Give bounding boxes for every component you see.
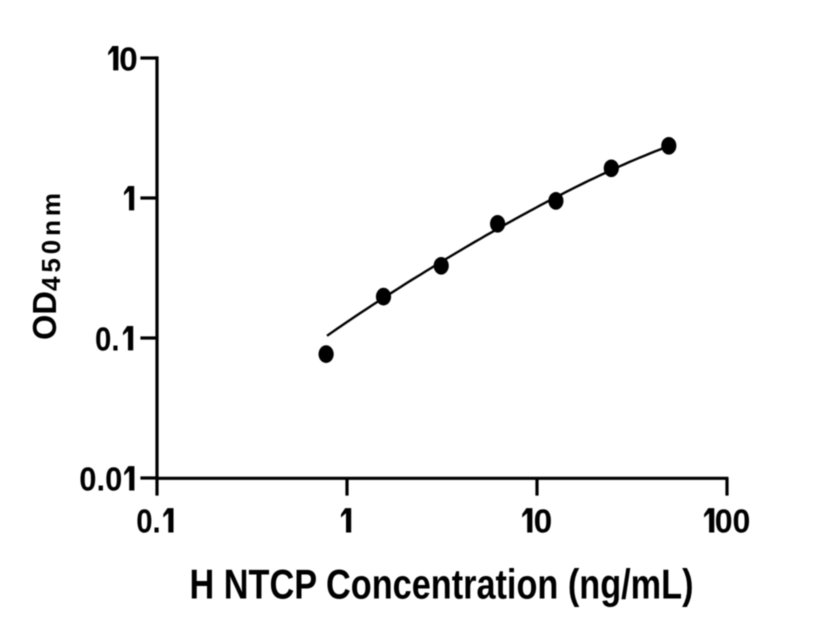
svg-text:OD450nm: OD450nm — [27, 193, 66, 340]
svg-text:0.: 0. — [95, 321, 120, 358]
svg-text:0: 0 — [119, 41, 138, 78]
svg-text:0.: 0. — [136, 503, 161, 540]
svg-text:00: 00 — [715, 503, 751, 540]
svg-text:H NTCP Concentration (ng/mL): H NTCP Concentration (ng/mL) — [190, 560, 694, 607]
svg-text:0.0: 0.0 — [79, 461, 122, 498]
svg-text:0: 0 — [534, 503, 553, 540]
